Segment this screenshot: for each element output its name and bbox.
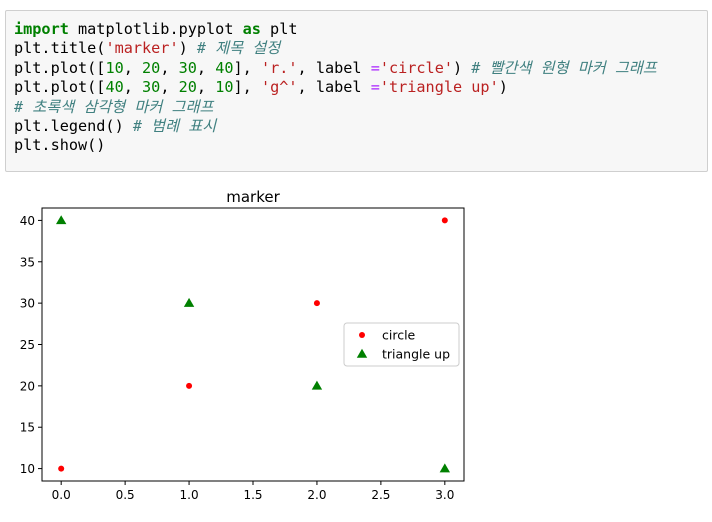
code-token-num: 30 <box>142 78 161 97</box>
code-editor[interactable]: import matplotlib.pyplot as plt plt.title… <box>14 20 707 156</box>
y-tick-label: 40 <box>20 214 35 228</box>
code-token-plain: , label <box>297 58 371 77</box>
code-token-plain: plt.title( <box>14 39 106 58</box>
code-token-plain: ], <box>233 78 261 97</box>
legend-label: triangle up <box>382 347 450 362</box>
triangle-up-data-point <box>55 215 67 225</box>
code-token-plain: , <box>196 78 216 97</box>
legend-circle-icon <box>359 332 365 338</box>
x-tick-label: 0.0 <box>52 488 71 502</box>
code-token-comment: # 빨간색 원형 마커 그래프 <box>471 58 657 77</box>
y-tick-label: 10 <box>20 462 35 476</box>
y-tick-label: 15 <box>20 421 35 435</box>
circle-data-point <box>186 382 193 389</box>
axis-ticks: 0.0 0.5 1.0 1.5 2.0 2.5 3.0 10 15 20 25 30 35 40 <box>20 214 455 502</box>
code-token-plain: plt.legend() <box>14 116 133 135</box>
code-token-str: 'r.' <box>260 58 298 77</box>
code-token-op: = <box>370 78 380 97</box>
x-tick-label: 0.5 <box>116 488 135 502</box>
y-tick-label: 25 <box>20 338 35 352</box>
code-token-plain: ) <box>178 39 197 58</box>
code-token-kw: as <box>242 20 261 38</box>
code-token-plain: , <box>160 58 179 77</box>
legend-label: circle <box>382 328 416 343</box>
y-tick-label: 30 <box>20 297 35 311</box>
y-tick-label: 20 <box>20 379 35 393</box>
code-token-num: 40 <box>215 58 234 77</box>
code-token-plain: , <box>160 78 179 97</box>
code-token-op: = <box>370 58 380 77</box>
code-token-plain: , <box>123 78 143 97</box>
code-token-num: 10 <box>105 58 124 77</box>
code-token-str: 'circle' <box>379 58 453 77</box>
code-token-plain: matplotlib.pyplot <box>68 20 243 38</box>
x-tick-label: 3.0 <box>435 488 454 502</box>
legend-box <box>343 322 460 367</box>
code-token-num: 40 <box>105 78 124 97</box>
code-token-num: 30 <box>178 58 197 77</box>
code-line: plt.plot([40, 30, 20, 10], 'g^', label =… <box>14 78 707 97</box>
triangle-up-data-point <box>311 380 323 390</box>
code-token-str: 'marker' <box>105 39 179 58</box>
code-token-plain: ) <box>453 58 472 77</box>
code-token-plain: plt.plot([ <box>14 58 106 77</box>
code-token-plain: plt.plot([ <box>14 78 106 97</box>
code-token-num: 20 <box>178 78 197 97</box>
triangle-up-data-point <box>183 297 195 307</box>
x-tick-label: 2.0 <box>307 488 326 502</box>
x-tick-label: 2.5 <box>371 488 390 502</box>
code-line: # 초록색 삼각형 마커 그래프 <box>14 98 707 117</box>
code-token-kw: import <box>14 20 69 38</box>
code-token-comment: # 범례 표시 <box>132 116 217 135</box>
code-token-num: 20 <box>142 58 161 77</box>
code-line: plt.plot([10, 20, 30, 40], 'r.', label =… <box>14 59 707 78</box>
code-token-plain: ], <box>233 58 261 77</box>
code-token-plain: plt.show() <box>14 136 106 155</box>
scatter-chart: marker 0.0 0.5 1.0 1.5 2.0 2.5 3.0 10 15 20 25 30 35… <box>20 188 465 502</box>
code-token-str: 'triangle up' <box>379 78 499 97</box>
code-token-plain: plt <box>260 20 298 38</box>
chart-title: marker <box>226 188 280 206</box>
circle-data-point <box>313 300 320 307</box>
legend: circle triangle up <box>343 322 460 367</box>
code-line: plt.title('marker') # 제목 설정 <box>14 39 707 58</box>
code-token-str: 'g^' <box>260 78 298 97</box>
code-line: plt.show() <box>14 136 707 155</box>
code-token-num: 10 <box>215 78 234 97</box>
circle-data-point <box>441 217 448 224</box>
code-line: plt.legend() # 범례 표시 <box>14 117 707 136</box>
legend-triangle-up-icon <box>356 348 368 358</box>
code-token-plain: , <box>123 58 143 77</box>
code-line: import matplotlib.pyplot as plt <box>14 20 707 39</box>
circle-data-point <box>58 465 65 472</box>
code-cell[interactable]: import matplotlib.pyplot as plt plt.title… <box>5 10 708 172</box>
code-token-comment: # 초록색 삼각형 마커 그래프 <box>14 97 214 116</box>
code-token-plain: , label <box>297 78 371 97</box>
code-token-plain: , <box>196 58 216 77</box>
x-tick-label: 1.5 <box>243 488 262 502</box>
code-token-comment: # 제목 설정 <box>196 39 281 58</box>
code-token-plain: ) <box>498 78 508 97</box>
y-tick-label: 35 <box>20 255 35 269</box>
triangle-up-data-point <box>439 463 451 473</box>
x-tick-label: 1.0 <box>180 488 199 502</box>
plot-marks <box>55 215 451 473</box>
